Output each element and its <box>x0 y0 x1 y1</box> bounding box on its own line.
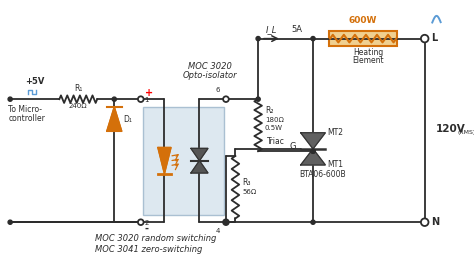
Text: 1: 1 <box>145 97 149 103</box>
Circle shape <box>311 149 315 153</box>
Polygon shape <box>301 149 325 165</box>
Text: Element: Element <box>352 56 384 65</box>
Text: N: N <box>431 217 439 227</box>
Text: MOC 3020 random switching: MOC 3020 random switching <box>95 234 217 243</box>
Text: L: L <box>431 33 438 43</box>
Polygon shape <box>191 161 208 173</box>
Text: D₁: D₁ <box>124 115 133 123</box>
Text: R₂: R₂ <box>265 106 273 115</box>
Text: +5V: +5V <box>25 77 45 86</box>
Circle shape <box>138 96 144 102</box>
Text: 240Ω: 240Ω <box>69 103 88 109</box>
Text: 180Ω: 180Ω <box>265 117 283 123</box>
Text: MT1: MT1 <box>327 160 343 169</box>
Text: Heating: Heating <box>353 48 383 57</box>
Text: 0.5W: 0.5W <box>265 125 283 131</box>
FancyBboxPatch shape <box>329 31 397 46</box>
Text: MOC 3041 zero-switching: MOC 3041 zero-switching <box>95 244 203 254</box>
Text: I_L: I_L <box>266 25 277 34</box>
Text: BTA06-600B: BTA06-600B <box>299 170 346 179</box>
Polygon shape <box>191 148 208 161</box>
Text: controller: controller <box>8 114 45 123</box>
Polygon shape <box>107 107 122 131</box>
Circle shape <box>112 97 116 101</box>
Text: 56Ω: 56Ω <box>242 189 256 195</box>
Text: MOC 3020: MOC 3020 <box>188 62 232 71</box>
Circle shape <box>223 96 229 102</box>
Circle shape <box>8 220 12 224</box>
Circle shape <box>311 149 315 153</box>
Text: R₁: R₁ <box>74 84 82 93</box>
Circle shape <box>256 37 260 41</box>
Text: Triac: Triac <box>267 137 284 146</box>
Text: 2: 2 <box>145 220 149 226</box>
Text: +: + <box>145 87 153 98</box>
Text: -: - <box>145 224 148 234</box>
Text: 5A: 5A <box>291 25 302 34</box>
Text: Opto-isolator: Opto-isolator <box>182 71 237 80</box>
Text: MT2: MT2 <box>327 128 343 137</box>
Circle shape <box>421 35 428 42</box>
Text: 120V: 120V <box>436 123 466 133</box>
Circle shape <box>256 97 260 101</box>
Text: To Micro-: To Micro- <box>8 105 42 114</box>
Text: (RMS): (RMS) <box>458 130 474 135</box>
Text: R₃: R₃ <box>242 178 251 187</box>
Circle shape <box>421 218 428 226</box>
Circle shape <box>223 219 229 225</box>
Circle shape <box>138 219 144 225</box>
Polygon shape <box>301 133 325 149</box>
Text: 600W: 600W <box>349 16 377 26</box>
FancyBboxPatch shape <box>143 107 224 214</box>
Circle shape <box>311 37 315 41</box>
Text: G: G <box>290 142 296 150</box>
Text: 6: 6 <box>216 87 220 94</box>
Text: 4: 4 <box>216 228 220 234</box>
Circle shape <box>311 220 315 224</box>
Polygon shape <box>158 147 171 174</box>
Circle shape <box>224 220 228 224</box>
Circle shape <box>8 97 12 101</box>
